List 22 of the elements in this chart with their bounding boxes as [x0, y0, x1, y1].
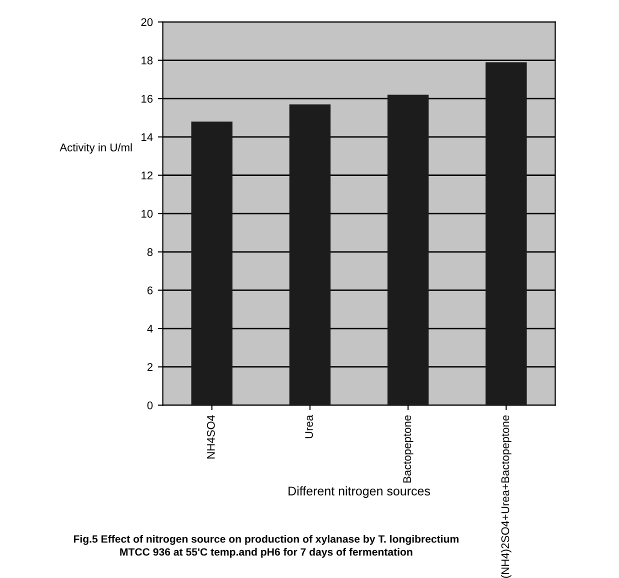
y-tick-label: 0: [147, 401, 153, 410]
bar: [486, 62, 527, 406]
x-tick-label: Bactopeptone: [403, 415, 414, 483]
y-axis-title: Activity in U/ml: [60, 143, 132, 154]
caption: Fig.5 Effect of nitrogen source on production of xylanase by T. longibrectium MTCC 936 at 55'C temp.and pH6 for 7 days of fermentation: [74, 534, 458, 558]
x-tick-label: Urea: [305, 414, 313, 438]
y-tick-label: 10: [142, 210, 153, 218]
y-tick-label: 6: [147, 286, 153, 294]
y-tick-label: 8: [147, 248, 153, 256]
bar: [289, 104, 331, 406]
y-tick-label: 4: [147, 324, 153, 333]
y-tick-label: 2: [147, 363, 153, 371]
y-tick-label: 12: [142, 172, 153, 180]
y-tick-label: 18: [142, 56, 153, 64]
bar: [191, 122, 232, 406]
bar: [387, 94, 429, 406]
x-tick-label: (NH4)2SO4+Urea+Bactopeptone: [501, 415, 512, 578]
y-tick-label: 14: [142, 133, 153, 141]
x-axis-title: Different nitrogen sources: [288, 486, 430, 498]
x-tick-label: NH4SO4: [206, 415, 215, 458]
y-tick-label: 20: [141, 18, 153, 26]
y-tick-label: 16: [142, 94, 153, 103]
